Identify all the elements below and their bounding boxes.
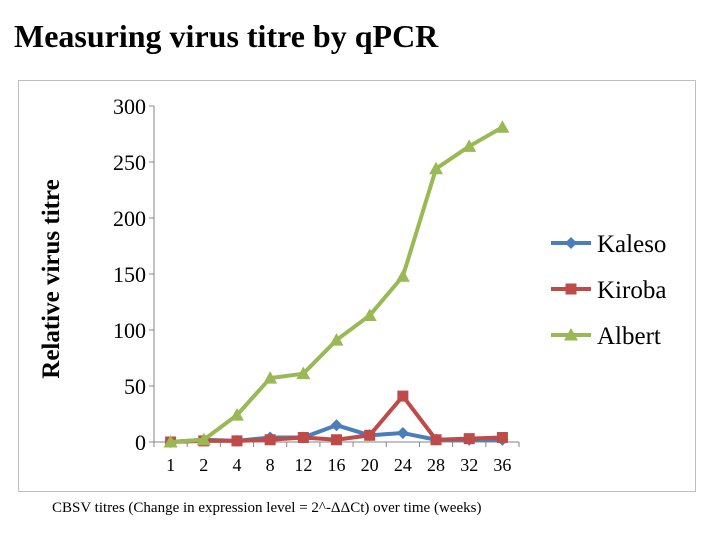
x-tick-label: 36	[493, 455, 511, 475]
y-tick-label: 100	[113, 318, 146, 343]
data-point-albert	[329, 333, 344, 346]
x-tick-label: 2	[199, 455, 208, 475]
data-point-kiroba	[397, 390, 409, 402]
x-tick-label: 8	[266, 455, 275, 475]
data-point-kiroba	[297, 432, 309, 444]
data-point-albert	[495, 120, 510, 133]
legend-marker	[565, 237, 577, 249]
data-point-kiroba	[364, 429, 376, 441]
series-line-albert	[170, 125, 504, 444]
y-axis-title: Relative virus titre	[38, 179, 65, 378]
data-point-albert	[263, 371, 278, 384]
data-point-albert	[429, 161, 444, 175]
legend-marker	[564, 328, 578, 341]
data-point-kaleso	[396, 427, 409, 440]
x-tick-label: 12	[294, 455, 312, 475]
data-point-albert	[296, 366, 311, 380]
x-tick-label: 1	[166, 455, 175, 475]
data-point-kaleso	[330, 419, 343, 432]
chart-frame: 0 50 100 150 200 250 300 1 2 4 8 12 16 20 24 28 32 36 Rela…	[18, 80, 696, 492]
y-tick-label: 300	[113, 94, 146, 119]
y-tick-label: 150	[113, 262, 146, 287]
slide-title: Measuring virus titre by qPCR	[14, 18, 439, 54]
data-point-albert	[362, 308, 377, 321]
x-tick-label: 24	[394, 455, 412, 475]
y-tick-label: 250	[113, 150, 146, 175]
data-point-albert	[163, 435, 178, 448]
y-tick-label: 0	[135, 430, 146, 455]
legend-label: Kaleso	[597, 231, 666, 258]
y-tick-label: 200	[113, 206, 146, 231]
data-point-kiroba	[496, 432, 508, 444]
data-point-albert	[229, 408, 244, 421]
data-point-kiroba	[430, 434, 442, 446]
legend-label: Kiroba	[597, 277, 666, 304]
data-point-albert	[395, 269, 410, 282]
x-tick-label: 20	[361, 455, 379, 475]
x-tick-label: 16	[328, 455, 346, 475]
legend-label: Albert	[597, 323, 661, 350]
data-point-albert	[196, 432, 211, 446]
x-tick-label: 32	[460, 455, 478, 475]
data-point-kiroba	[264, 434, 276, 446]
legend-marker	[565, 283, 577, 295]
data-point-kiroba	[463, 433, 475, 445]
x-tick-label: 4	[232, 455, 241, 475]
data-point-albert	[462, 139, 477, 152]
data-point-kiroba	[231, 435, 243, 447]
chart-caption: CBSV titres (Change in expression level …	[52, 500, 482, 516]
y-tick-label: 50	[124, 374, 146, 399]
data-point-kiroba	[331, 434, 342, 446]
x-tick-label: 28	[427, 455, 445, 475]
